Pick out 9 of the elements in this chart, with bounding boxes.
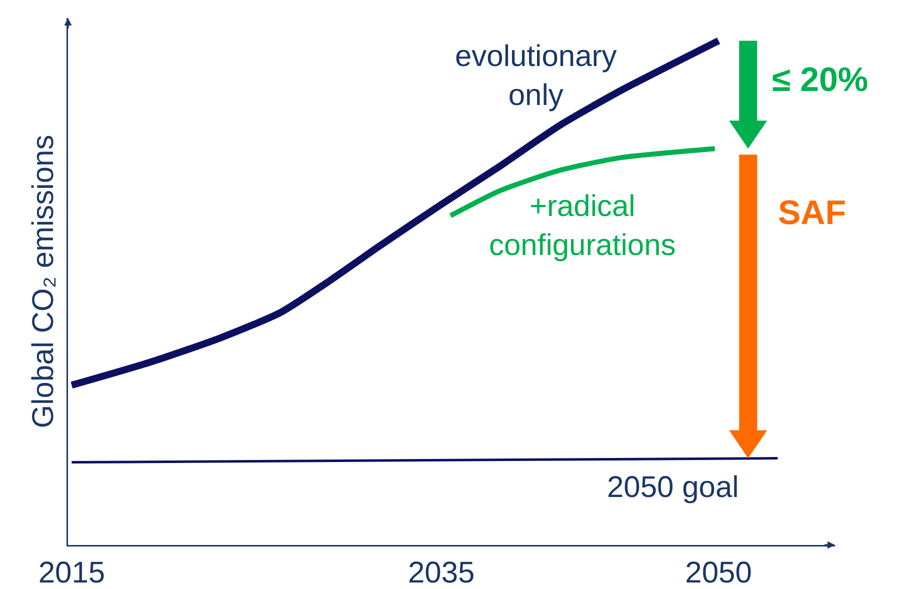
annotation: ≤ 20% xyxy=(772,61,868,99)
x-tick-label: 2035 xyxy=(408,556,475,589)
series-label: +radical configurations xyxy=(489,190,676,262)
series-label: 2050 goal xyxy=(607,471,739,504)
annotation: SAF xyxy=(778,194,846,232)
series-label: evolutionary only xyxy=(455,40,617,112)
y-axis-title: Global CO₂ emissions xyxy=(26,134,60,428)
x-tick-label: 2050 xyxy=(685,556,752,589)
x-tick-label: 2015 xyxy=(38,556,106,589)
